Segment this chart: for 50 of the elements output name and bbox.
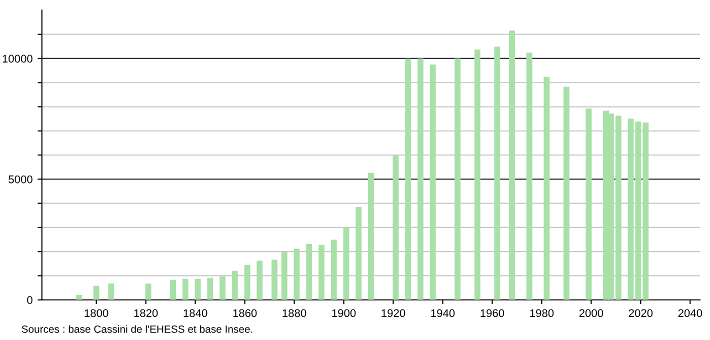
- bar: [272, 260, 278, 300]
- bar: [544, 76, 550, 300]
- bar: [244, 264, 250, 300]
- x-tick-label: 1940: [431, 309, 455, 318]
- bar: [294, 248, 300, 300]
- bar: [145, 283, 152, 300]
- bar: [509, 30, 515, 300]
- bar: [318, 244, 324, 300]
- bar: [586, 108, 592, 300]
- x-tick-label: 1880: [282, 309, 306, 318]
- bar: [392, 155, 399, 300]
- bar: [430, 64, 436, 300]
- x-tick-label: 1860: [233, 309, 257, 318]
- y-tick-label: 5000: [8, 175, 32, 184]
- x-tick-label: 1980: [530, 309, 554, 318]
- bar: [454, 58, 461, 300]
- y-tick-label: 0: [27, 296, 32, 304]
- bar: [494, 46, 500, 300]
- x-tick-label: 1960: [480, 309, 504, 318]
- bar: [281, 252, 288, 300]
- x-tick-label: 1900: [332, 309, 356, 318]
- x-tick-label: 1800: [84, 309, 108, 318]
- y-tick-label: 10000: [2, 54, 32, 63]
- bar: [417, 58, 424, 300]
- bar: [405, 58, 412, 300]
- bar: [563, 86, 570, 300]
- bar: [526, 52, 532, 300]
- bar: [108, 283, 114, 300]
- bar: [182, 278, 188, 300]
- bar: [474, 50, 480, 300]
- bar: [76, 295, 82, 300]
- x-tick-label: 2040: [678, 309, 702, 318]
- bar: [356, 206, 362, 300]
- bar: [368, 172, 374, 300]
- bar: [306, 244, 312, 300]
- x-tick-label: 1820: [134, 309, 158, 318]
- bar: [170, 280, 176, 300]
- bar: [256, 260, 263, 300]
- bar: [343, 226, 350, 300]
- bar: [220, 276, 226, 300]
- x-tick-label: 2020: [628, 309, 653, 318]
- bar: [194, 278, 201, 300]
- x-tick-label: 2000: [579, 309, 604, 318]
- source-note: Sources : base Cassini de l'EHESS et base Insee.: [22, 325, 252, 333]
- x-tick-label: 1920: [382, 309, 406, 318]
- x-tick-label: 1840: [184, 309, 208, 318]
- bar: [232, 270, 238, 300]
- bar: [207, 278, 214, 300]
- bar: [93, 286, 100, 300]
- bar: [330, 240, 337, 300]
